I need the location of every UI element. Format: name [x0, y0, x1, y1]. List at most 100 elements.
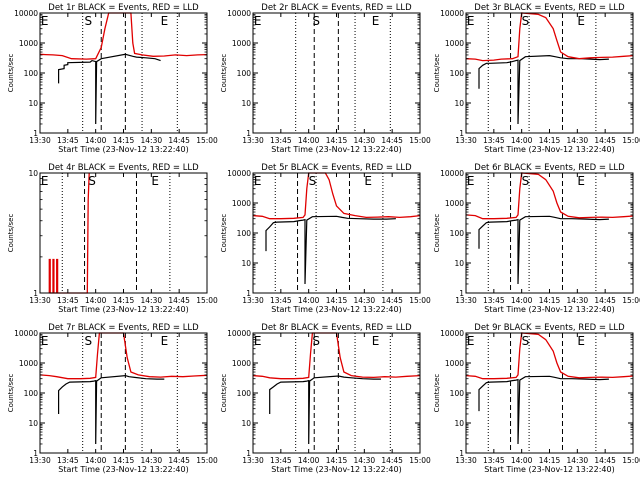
panel-title: Det 9r BLACK = Events, RED = LLD — [474, 323, 625, 333]
x-tick-label: 13:30 — [455, 136, 477, 145]
y-axis-label: Counts/sec — [433, 374, 441, 413]
y-tick-label: 10 — [241, 99, 251, 108]
x-axis-label: Start Time (23-Nov-12 13:22:40) — [58, 145, 188, 154]
x-tick-label: 13:45 — [270, 296, 292, 305]
x-tick-label: 14:15 — [326, 296, 348, 305]
series-lld-line — [39, 12, 208, 60]
panel-title: Det 6r BLACK = Events, RED = LLD — [474, 163, 625, 173]
x-tick-label: 14:00 — [85, 136, 107, 145]
marker-label: S — [522, 334, 530, 348]
y-tick-label: 10000 — [227, 329, 251, 338]
marker-label: E — [161, 334, 169, 348]
y-tick-label: 10000 — [227, 169, 251, 178]
x-tick-label: 13:30 — [29, 456, 51, 465]
series-lld-line — [48, 172, 90, 294]
y-tick-label: 1 — [246, 289, 251, 298]
x-tick-label: 14:45 — [381, 136, 403, 145]
x-tick-label: 14:30 — [141, 456, 163, 465]
x-tick-label: 14:45 — [594, 456, 616, 465]
plot-frame — [39, 12, 208, 134]
x-tick-label: 13:30 — [29, 296, 51, 305]
y-tick-label: 10000 — [440, 169, 464, 178]
x-tick-label: 15:00 — [196, 296, 218, 305]
y-axis-label: Counts/sec — [220, 54, 228, 93]
x-tick-label: 14:30 — [354, 456, 376, 465]
series-lld-line — [252, 172, 421, 220]
panel-title: Det 7r BLACK = Events, RED = LLD — [48, 323, 199, 333]
panel-title: Det 2r BLACK = Events, RED = LLD — [261, 3, 412, 13]
y-tick-label: 1000 — [232, 359, 251, 368]
y-tick-label: 100 — [237, 69, 252, 78]
x-axis-label: Start Time (23-Nov-12 13:22:40) — [484, 305, 614, 314]
y-tick-label: 10 — [454, 99, 464, 108]
x-tick-label: 14:45 — [381, 296, 403, 305]
y-tick-label: 10 — [454, 259, 464, 268]
y-tick-label: 1 — [459, 449, 464, 458]
y-tick-label: 10000 — [14, 9, 38, 18]
y-tick-label: 10 — [241, 419, 251, 428]
x-tick-label: 15:00 — [409, 296, 431, 305]
marker-label: S — [85, 14, 93, 28]
x-tick-label: 15:00 — [196, 456, 218, 465]
plot-frame — [39, 332, 208, 454]
series-lld-line — [39, 332, 208, 380]
y-tick-label: 10000 — [440, 329, 464, 338]
x-tick-label: 14:15 — [326, 456, 348, 465]
y-tick-label: 1000 — [19, 359, 38, 368]
x-tick-label: 15:00 — [622, 456, 640, 465]
x-tick-label: 13:45 — [57, 456, 79, 465]
y-tick-label: 10000 — [440, 9, 464, 18]
x-tick-label: 14:30 — [141, 136, 163, 145]
y-axis-label: Counts/sec — [220, 374, 228, 413]
y-tick-label: 100 — [450, 69, 465, 78]
x-tick-label: 13:30 — [29, 136, 51, 145]
marker-label: E — [364, 174, 372, 188]
series-events-line — [57, 374, 165, 445]
x-tick-label: 13:45 — [483, 296, 505, 305]
marker-label: E — [254, 14, 262, 28]
series-events-line — [478, 375, 609, 445]
y-tick-label: 100 — [237, 389, 252, 398]
x-tick-label: 13:45 — [270, 136, 292, 145]
x-tick-label: 13:45 — [270, 456, 292, 465]
x-tick-label: 14:45 — [381, 456, 403, 465]
y-axis-label: Counts/sec — [7, 54, 15, 93]
x-tick-label: 15:00 — [409, 136, 431, 145]
x-axis-label: Start Time (23-Nov-12 13:22:40) — [484, 465, 614, 474]
panel-title: Det 4r BLACK = Events, RED = LLD — [48, 163, 199, 173]
x-tick-label: 13:45 — [57, 136, 79, 145]
marker-label: E — [161, 14, 169, 28]
marker-label: E — [577, 174, 585, 188]
y-tick-label: 1 — [246, 129, 251, 138]
y-axis-label: Counts/sec — [433, 54, 441, 93]
y-tick-label: 1 — [33, 129, 38, 138]
x-tick-label: 14:30 — [567, 456, 589, 465]
series-lld-line — [465, 332, 634, 380]
plot-frame — [252, 332, 421, 454]
x-axis-label: Start Time (23-Nov-12 13:22:40) — [271, 145, 401, 154]
series-events-line — [478, 54, 609, 125]
x-tick-label: 14:15 — [539, 136, 561, 145]
x-tick-label: 13:30 — [455, 296, 477, 305]
plot-frame — [465, 332, 634, 454]
y-tick-label: 1000 — [445, 39, 464, 48]
panel-title: Det 5r BLACK = Events, RED = LLD — [261, 163, 412, 173]
x-tick-label: 15:00 — [622, 136, 640, 145]
x-tick-label: 14:30 — [141, 296, 163, 305]
y-tick-label: 1000 — [232, 199, 251, 208]
x-tick-label: 14:45 — [594, 136, 616, 145]
marker-label: S — [312, 14, 320, 28]
series-lld-line — [465, 172, 634, 220]
x-tick-label: 14:15 — [113, 296, 135, 305]
marker-label: S — [88, 174, 96, 188]
x-tick-label: 14:00 — [511, 136, 533, 145]
x-tick-label: 14:45 — [594, 296, 616, 305]
x-tick-label: 14:00 — [298, 456, 320, 465]
